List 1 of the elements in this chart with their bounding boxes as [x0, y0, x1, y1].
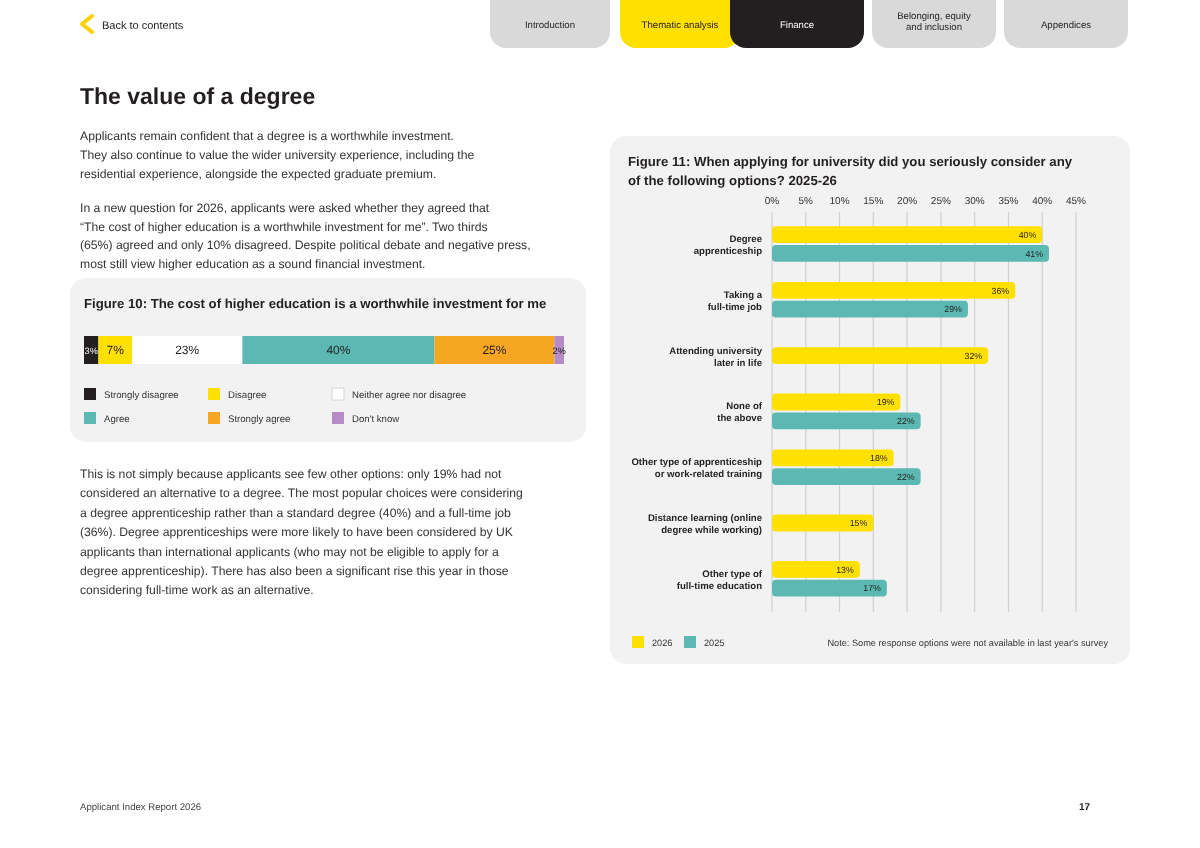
text: The value of a degree	[80, 86, 316, 110]
